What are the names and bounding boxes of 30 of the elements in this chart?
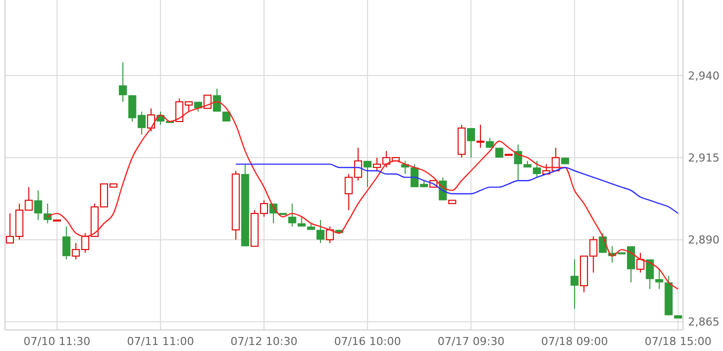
candlestick — [532, 160, 541, 178]
x-tick-label: 07/11 11:00 — [127, 335, 194, 348]
candlestick — [222, 111, 230, 122]
candlestick — [646, 258, 654, 290]
candlestick — [655, 268, 664, 290]
candlestick — [34, 190, 42, 220]
candlestick — [486, 137, 494, 148]
candlestick — [636, 252, 644, 274]
x-tick-label: 07/10 11:30 — [24, 335, 90, 348]
candlestick — [326, 226, 334, 244]
y-tick-label: 2,865 — [688, 316, 720, 329]
x-tick-label: 07/18 15:00 — [644, 335, 712, 348]
y-tick-label: 2,915 — [688, 151, 720, 164]
candlestick — [467, 128, 476, 158]
candlestick — [316, 220, 324, 244]
candlestick — [570, 258, 579, 310]
candlestick — [62, 226, 70, 260]
candlestick — [364, 160, 372, 188]
y-tick-label: 2,890 — [688, 234, 720, 247]
candlestick — [476, 124, 484, 148]
x-tick-label: 07/18 09:00 — [541, 335, 608, 348]
candlestick — [204, 94, 212, 109]
candlestick — [118, 62, 127, 102]
candlestick — [147, 108, 156, 132]
x-tick-label: 07/16 10:00 — [334, 335, 401, 348]
x-tick-label: 07/12 10:30 — [230, 335, 298, 348]
candlestick — [598, 232, 607, 254]
y-tick-label: 2,940 — [688, 69, 720, 82]
x-tick-label: 07/17 09:30 — [438, 335, 504, 348]
candlestick — [288, 203, 296, 228]
